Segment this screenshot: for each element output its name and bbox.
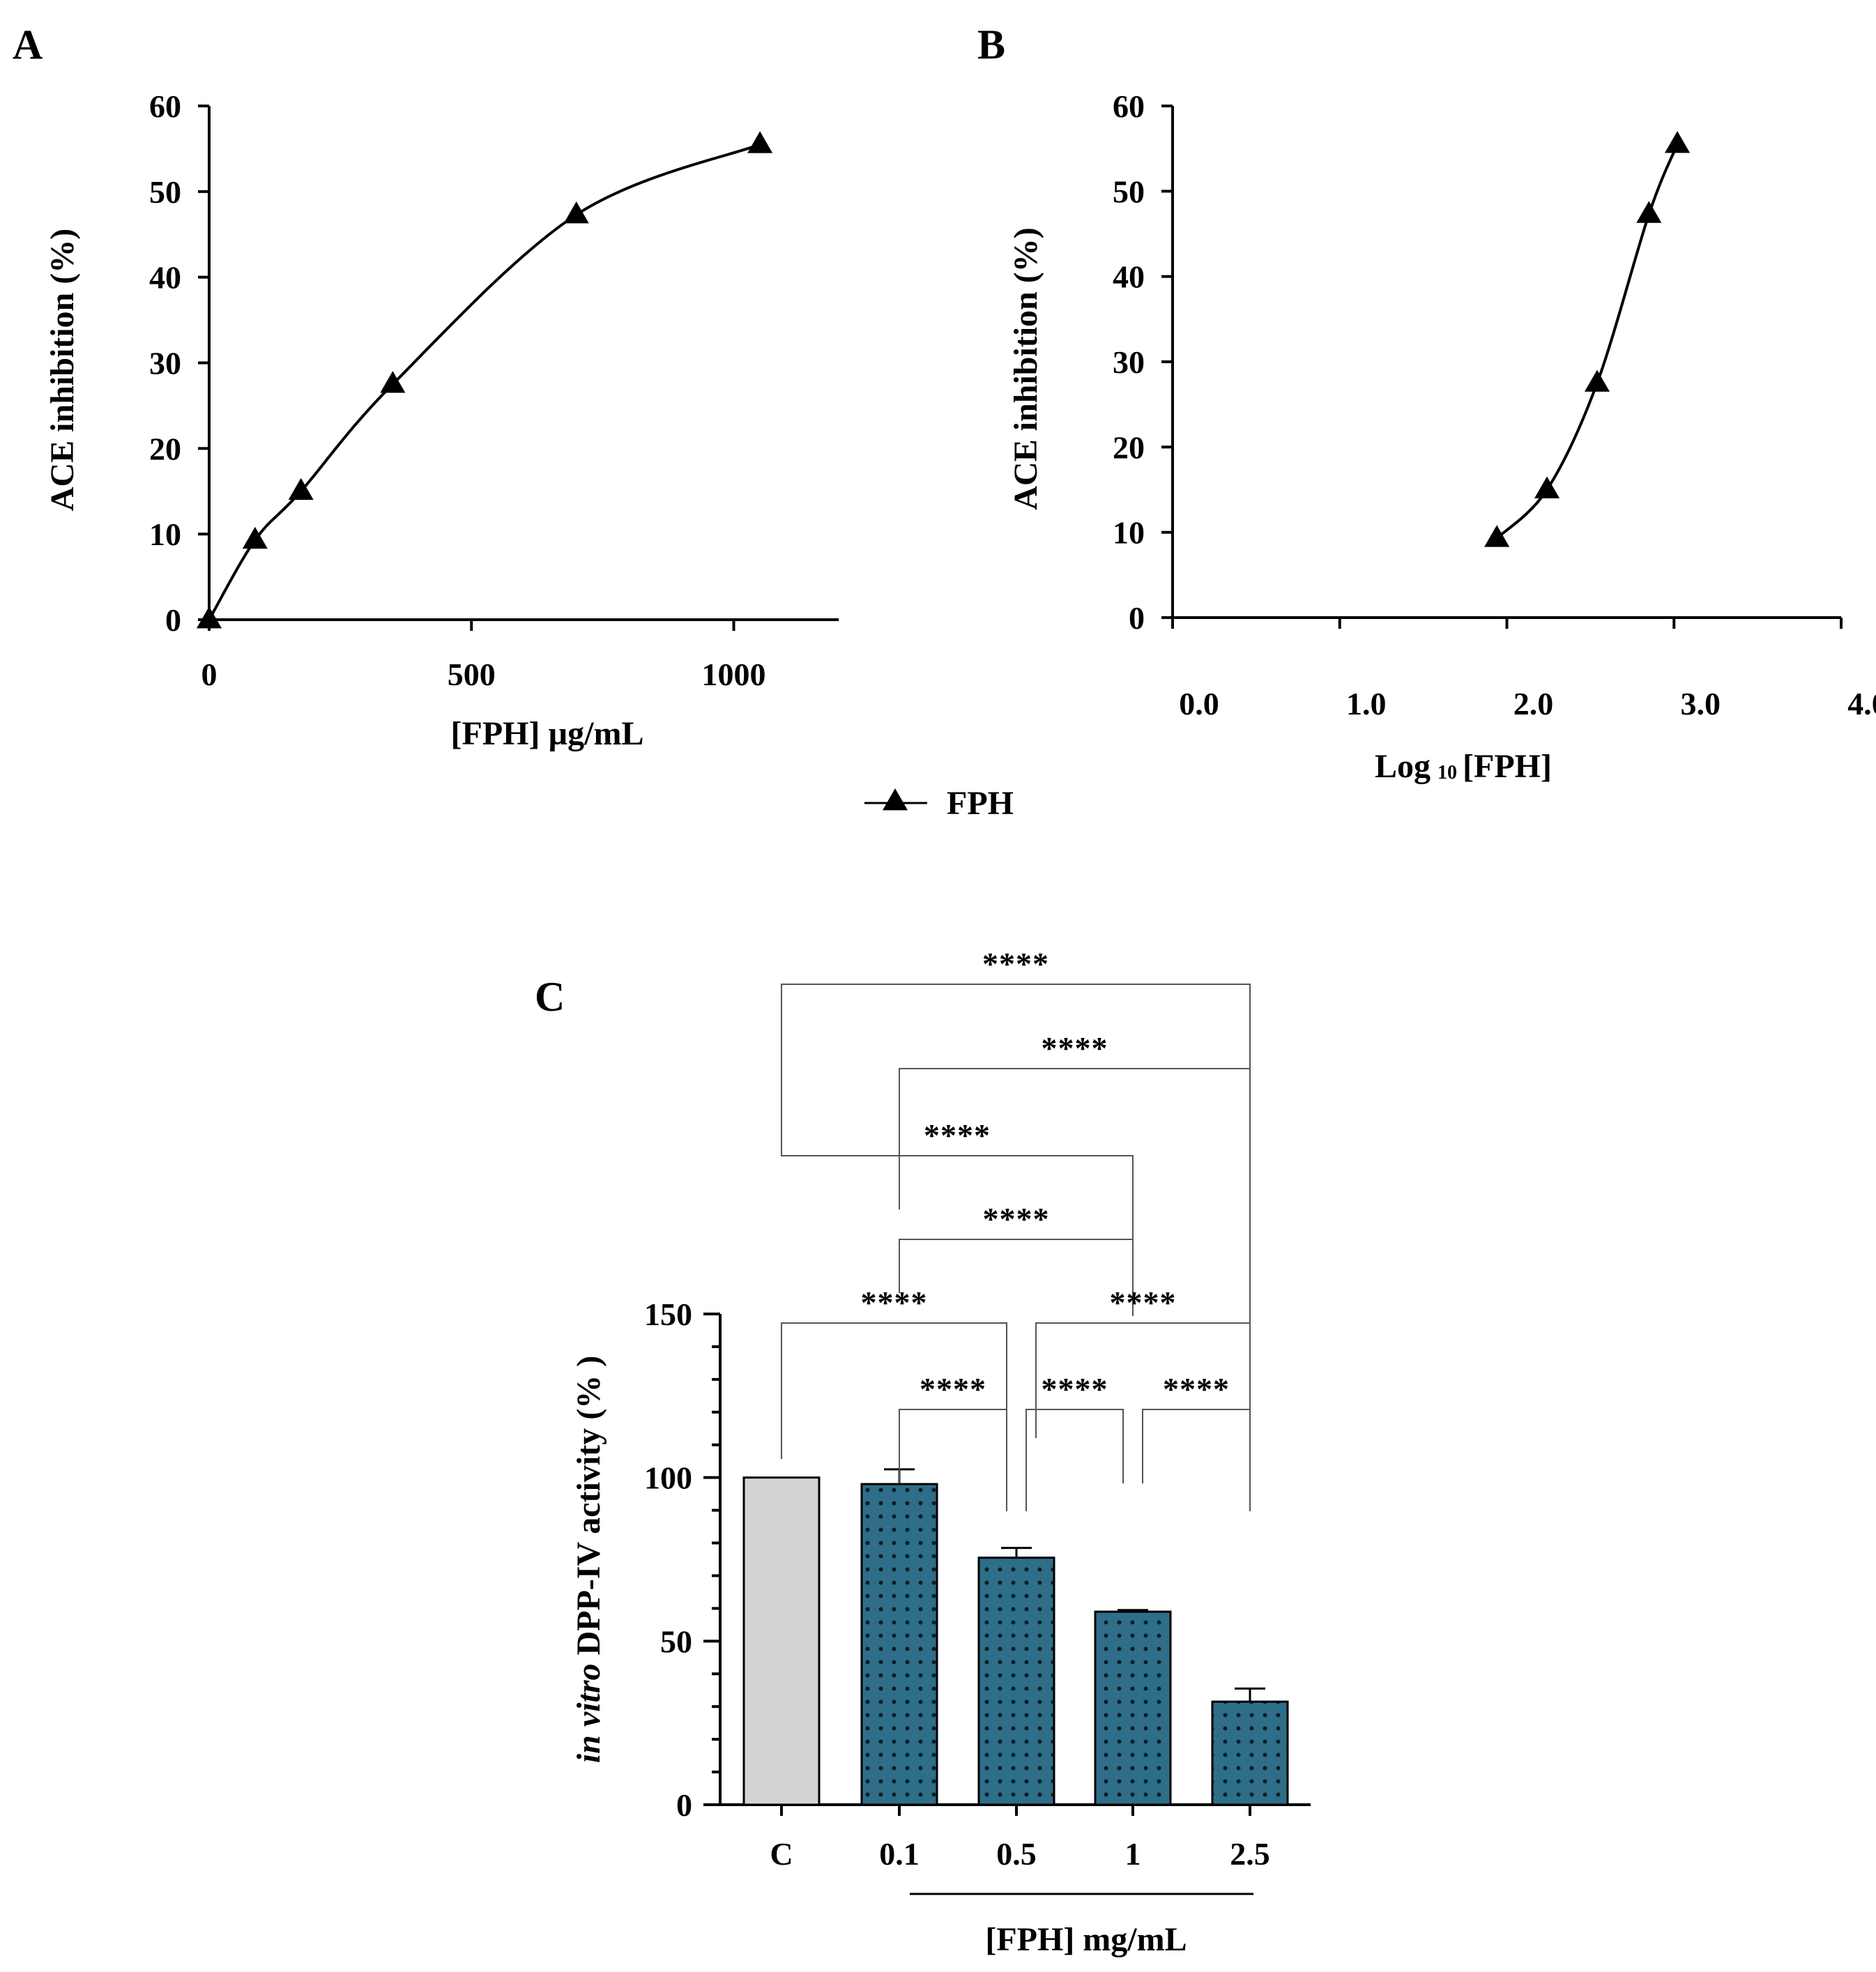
y-tick-label: 60 — [1113, 89, 1145, 124]
data-point-triangle — [1636, 201, 1662, 223]
x-tick-label: 1.0 — [1346, 686, 1387, 721]
x-tick-label: 2.5 — [1230, 1836, 1270, 1872]
significance-bracket — [1035, 1322, 1251, 1459]
legend: FPH — [864, 785, 1014, 822]
data-point-triangle — [747, 131, 773, 153]
panel-label: C — [535, 974, 565, 1020]
panel-label: A — [13, 22, 43, 68]
legend-triangle-marker — [882, 788, 908, 811]
y-tick-label: 40 — [1113, 259, 1145, 295]
data-point-triangle — [563, 201, 589, 224]
x-tick-label: 1 — [1125, 1836, 1141, 1872]
significance-bracket — [781, 1119, 1134, 1316]
data-point-triangle — [288, 477, 314, 500]
x-tick-label: 4.0 — [1847, 686, 1876, 721]
y-tick-label: 30 — [149, 346, 181, 381]
significance-bracket — [899, 1409, 1007, 1511]
y-tick-label: 50 — [1113, 174, 1145, 209]
y-tick-label: 40 — [149, 260, 181, 296]
bar-fph-2.5 — [1211, 1700, 1289, 1806]
y-tick-label: 50 — [149, 174, 181, 210]
y-tick-label: 20 — [1113, 429, 1145, 465]
bar-fph-0.1 — [860, 1483, 938, 1806]
x-axis-title-fph: [FPH] — [1463, 748, 1552, 785]
x-tick-label: 500 — [448, 657, 496, 692]
significance-label: **** — [1042, 1371, 1108, 1407]
y-axis-title: ACE inhibition (%) — [1007, 227, 1044, 510]
data-point-triangle — [1664, 131, 1691, 153]
significance-label: **** — [983, 1201, 1050, 1237]
y-tick-label: 100 — [644, 1460, 692, 1496]
y-tick-label: 0 — [676, 1787, 692, 1823]
data-point-triangle — [380, 371, 406, 393]
panel-c: C 0 50 100 150 C 0.1 0.5 1 2.5 [FPH] mg/mL in vitro… — [535, 946, 1311, 1958]
panel-b: B 0 10 20 30 40 50 60 0.0 1.0 2.0 3.0 4.0 ACE inhibit… — [977, 22, 1876, 785]
significance-bracket — [1025, 1409, 1124, 1511]
y-axis-title-rest: DPP-IV activity (% ) — [570, 1356, 607, 1664]
group-label: [FPH] mg/mL — [985, 1921, 1187, 1958]
x-tick-label: 0.1 — [879, 1836, 920, 1872]
significance-label: **** — [861, 1285, 928, 1320]
legend-label: FPH — [947, 785, 1014, 822]
x-tick-label: 3.0 — [1681, 686, 1721, 721]
x-axis-title-log: Log — [1375, 748, 1431, 785]
y-tick-label: 0 — [165, 602, 181, 638]
bar-control — [742, 1476, 821, 1806]
panel-a: A 0 10 20 30 40 50 60 0 500 1000 ACE inhibition (%)… — [13, 22, 839, 752]
y-tick-label: 50 — [660, 1623, 692, 1659]
y-tick-label: 20 — [149, 431, 181, 466]
y-tick-label: 10 — [1113, 515, 1145, 551]
significance-bracket — [899, 1068, 1251, 1471]
x-tick-label: 1000 — [702, 657, 766, 692]
x-tick-label: 2.0 — [1513, 686, 1554, 721]
y-axis-title: ACE inhibition (%) — [44, 229, 81, 511]
bar-fph-0.5 — [977, 1557, 1055, 1806]
y-axis-title: in vitro DPP-IV activity (% ) — [570, 1356, 607, 1763]
y-tick-label: 0 — [1129, 600, 1145, 636]
data-point-triangle — [1534, 476, 1560, 498]
bar-fph-1 — [1094, 1610, 1172, 1806]
x-axis-title-subscript: 10 — [1437, 762, 1457, 784]
series-line-fph — [208, 143, 761, 620]
significance-bracket — [781, 1322, 1007, 1459]
x-tick-label: C — [770, 1836, 793, 1872]
significance-label: **** — [1042, 1030, 1108, 1066]
data-point-triangle — [242, 526, 268, 549]
data-point-triangle — [1484, 525, 1510, 547]
y-tick-label: 150 — [644, 1297, 692, 1332]
significance-bracket — [899, 1239, 1134, 1316]
x-tick-label: 0.5 — [996, 1836, 1037, 1872]
x-axis-title: Log 10 [FPH] — [1375, 748, 1552, 785]
y-axis-title-italic: in vitro — [570, 1664, 607, 1764]
y-tick-label: 30 — [1113, 344, 1145, 380]
data-point-triangle — [1584, 369, 1610, 392]
x-tick-label: 0.0 — [1179, 686, 1219, 721]
significance-label: **** — [924, 1117, 991, 1153]
significance-bracket — [1142, 1409, 1251, 1511]
panel-label: B — [977, 22, 1005, 68]
x-tick-label: 0 — [201, 657, 218, 692]
significance-label: **** — [1110, 1285, 1177, 1320]
y-tick-label: 60 — [149, 89, 181, 124]
significance-bracket — [781, 984, 1251, 1331]
x-axis-title: [FPH] µg/mL — [451, 715, 644, 752]
data-point-triangle — [196, 606, 222, 629]
significance-label: **** — [920, 1371, 986, 1407]
significance-label: **** — [1163, 1371, 1230, 1407]
y-tick-label: 10 — [149, 517, 181, 552]
significance-label: **** — [982, 946, 1049, 981]
